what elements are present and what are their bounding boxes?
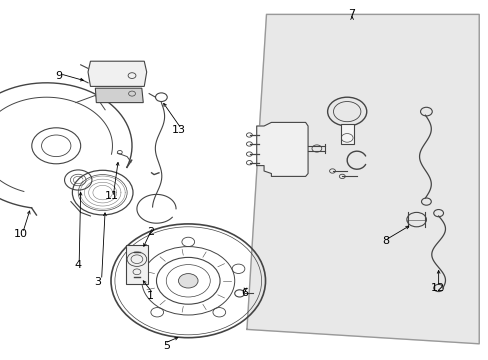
Text: 3: 3 (94, 276, 101, 287)
Circle shape (178, 274, 198, 288)
Bar (126, 245, 147, 284)
Text: 2: 2 (147, 227, 154, 237)
Text: 8: 8 (382, 236, 389, 246)
Text: 10: 10 (14, 229, 27, 239)
Text: 4: 4 (75, 260, 81, 270)
Text: 6: 6 (241, 288, 247, 298)
Text: 13: 13 (171, 125, 185, 135)
Text: 1: 1 (147, 291, 154, 301)
Text: 12: 12 (430, 283, 444, 293)
Text: 9: 9 (55, 71, 62, 81)
Polygon shape (88, 61, 146, 86)
Bar (341, 124, 353, 144)
Polygon shape (256, 122, 307, 176)
Polygon shape (246, 14, 478, 344)
Polygon shape (95, 88, 143, 103)
Text: 7: 7 (348, 9, 355, 19)
Text: 5: 5 (163, 341, 169, 351)
Text: 11: 11 (104, 191, 118, 201)
